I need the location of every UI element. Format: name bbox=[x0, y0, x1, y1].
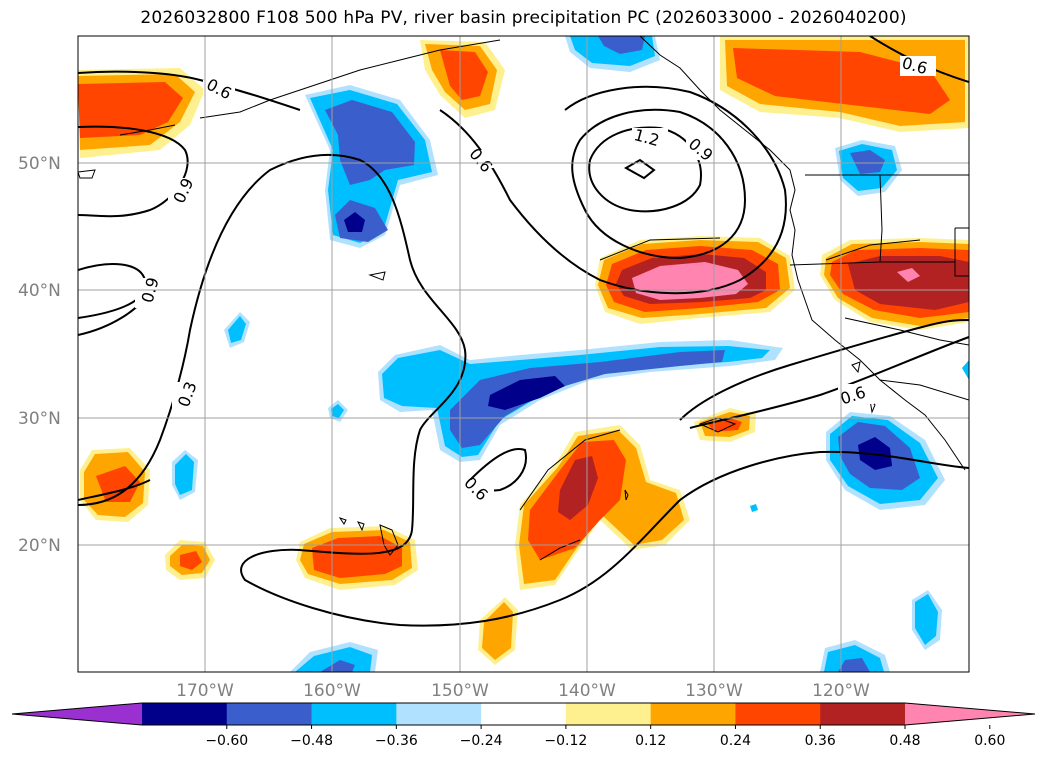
colorbar-tick-label: −0.48 bbox=[290, 733, 333, 749]
lon-label: 170°W bbox=[176, 681, 234, 701]
colorbar-tick-label: 0.60 bbox=[974, 733, 1005, 749]
precip-anomaly-positive-east bbox=[820, 238, 969, 330]
colorbar-segment bbox=[396, 703, 482, 725]
precip-anomaly-negative-small-features bbox=[172, 312, 969, 672]
colorbar-tick-label: 0.36 bbox=[805, 733, 836, 749]
colorbar-tick-label: −0.12 bbox=[544, 733, 587, 749]
colorbar-segment bbox=[820, 703, 906, 725]
map-frame bbox=[77, 35, 970, 673]
colorbar-segment bbox=[481, 703, 567, 725]
precip-anomaly-positive-north bbox=[420, 40, 505, 118]
gridlines bbox=[78, 36, 969, 672]
colorbar-segment bbox=[311, 703, 397, 725]
colorbar-outline bbox=[11, 702, 1036, 726]
colorbar-segment bbox=[226, 703, 313, 725]
colorbar: −0.60 −0.48 −0.36 −0.24 −0.12 0.12 0.24 0.36 0.4… bbox=[11, 702, 1036, 749]
colorbar-segment bbox=[142, 703, 228, 725]
colorbar-segment bbox=[735, 703, 821, 725]
colorbar-segment bbox=[565, 703, 652, 725]
precip-anomaly-positive-nw bbox=[78, 68, 205, 158]
precip-anomaly-positive-sw bbox=[165, 540, 215, 580]
lon-label: 120°W bbox=[812, 681, 870, 701]
precip-anomaly-negative-top bbox=[565, 36, 660, 72]
precip-anomaly-positive-center bbox=[595, 236, 795, 324]
longitude-labels: 170°W 160°W 150°W 140°W 130°W 120°W bbox=[176, 681, 870, 701]
colorbar-tick-label: 0.12 bbox=[635, 733, 666, 749]
lat-label: 30°N bbox=[18, 409, 61, 429]
colorbar-tick-label: 0.48 bbox=[889, 733, 920, 749]
lon-label: 140°W bbox=[558, 681, 616, 701]
lon-label: 130°W bbox=[685, 681, 743, 701]
colorbar-tick-label: 0.24 bbox=[720, 733, 751, 749]
colorbar-extend-high bbox=[905, 703, 1035, 725]
precip-anomaly-negative-band bbox=[378, 340, 783, 462]
lon-label: 150°W bbox=[431, 681, 489, 701]
map-title: 2026032800 F108 500 hPa PV, river basin … bbox=[140, 8, 907, 28]
lat-label: 40°N bbox=[18, 281, 61, 301]
lat-label: 20°N bbox=[18, 536, 61, 556]
colorbar-segment bbox=[650, 703, 736, 725]
coastlines bbox=[78, 36, 969, 561]
lon-label: 160°W bbox=[303, 681, 361, 701]
colorbar-tick-label: −0.60 bbox=[205, 733, 248, 749]
colorbar-tick-label: −0.36 bbox=[375, 733, 418, 749]
latitude-labels: 50°N 40°N 30°N 20°N bbox=[18, 154, 61, 556]
precip-anomaly-negative-ne bbox=[835, 140, 902, 196]
precip-anomaly-negative-east bbox=[826, 412, 945, 510]
colorbar-extend-low bbox=[12, 703, 142, 725]
lat-label: 50°N bbox=[18, 154, 61, 174]
map-area: 0.6 0.6 0.9 0.9 0.3 1.2 0.9 0.6 0.6 0.6 bbox=[78, 36, 969, 672]
precip-anomaly-positive-hawaii bbox=[296, 526, 418, 590]
colorbar-tick-label: −0.24 bbox=[460, 733, 503, 749]
